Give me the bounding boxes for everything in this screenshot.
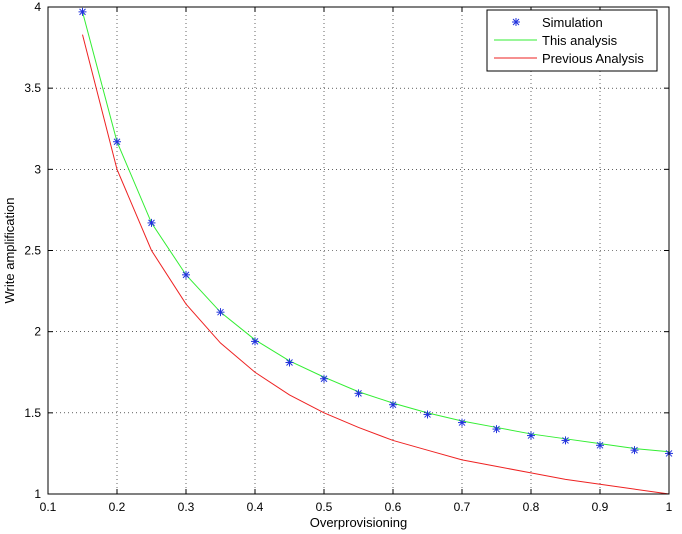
legend-label-this-analysis: This analysis bbox=[542, 33, 618, 48]
data-point-simulation bbox=[182, 270, 190, 279]
series-line-this-analysis bbox=[82, 11, 670, 453]
legend-label-simulation: Simulation bbox=[542, 15, 603, 30]
data-point-simulation bbox=[389, 400, 397, 409]
x-tick-label: 0.5 bbox=[316, 500, 333, 514]
series-line-previous-analysis bbox=[82, 34, 670, 495]
data-point-simulation bbox=[630, 446, 639, 455]
y-tick-label: 3 bbox=[34, 162, 41, 176]
x-tick-label: 0.6 bbox=[385, 500, 402, 514]
x-axis-label: Overprovisioning bbox=[310, 515, 408, 530]
y-tick-label: 1 bbox=[34, 487, 41, 501]
legend-label-previous-analysis: Previous Analysis bbox=[542, 51, 644, 66]
x-tick-label: 1 bbox=[666, 500, 673, 514]
legend: Simulation This analysis Previous Analysis bbox=[486, 9, 658, 72]
data-point-simulation bbox=[354, 389, 363, 398]
x-tick-label: 0.8 bbox=[523, 500, 540, 514]
data-point-simulation bbox=[147, 218, 156, 227]
data-point-simulation bbox=[561, 436, 570, 445]
data-point-simulation bbox=[113, 137, 121, 146]
y-tick-label: 2 bbox=[34, 325, 41, 339]
y-tick-label: 3.5 bbox=[24, 81, 41, 95]
series-layer bbox=[78, 7, 673, 495]
axis-ticks: 0.1 0.2 0.3 0.4 0.5 0.6 0.7 0.8 0.9 1 1 1.5 2 2.5 3 3.5… bbox=[24, 0, 672, 514]
x-tick-label: 0.1 bbox=[40, 500, 57, 514]
data-point-simulation bbox=[527, 431, 535, 440]
data-point-simulation bbox=[492, 425, 501, 434]
x-tick-label: 0.2 bbox=[109, 500, 126, 514]
y-tick-label: 1.5 bbox=[24, 406, 41, 420]
x-tick-label: 0.9 bbox=[592, 500, 609, 514]
y-tick-label: 4 bbox=[34, 0, 41, 14]
x-tick-label: 0.7 bbox=[454, 500, 471, 514]
data-point-simulation bbox=[251, 337, 259, 346]
data-point-simulation bbox=[596, 441, 604, 450]
y-axis-label: Write amplification bbox=[2, 198, 17, 304]
legend-swatch-simulation bbox=[512, 18, 520, 26]
data-point-simulation bbox=[423, 410, 432, 419]
x-tick-label: 0.3 bbox=[178, 500, 195, 514]
data-point-simulation bbox=[285, 358, 294, 367]
data-point-simulation bbox=[78, 7, 87, 16]
x-tick-label: 0.4 bbox=[247, 500, 264, 514]
y-tick-label: 2.5 bbox=[24, 244, 41, 258]
data-point-simulation bbox=[458, 418, 466, 427]
data-point-simulation bbox=[216, 308, 225, 317]
data-point-simulation bbox=[320, 374, 328, 383]
